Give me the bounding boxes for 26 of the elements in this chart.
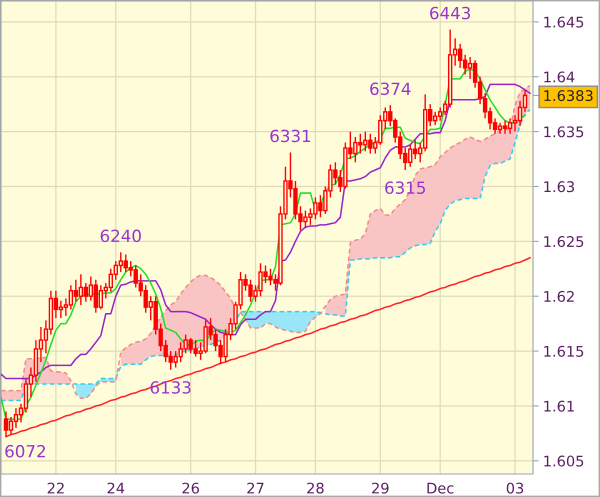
x-tick-label: Dec [427,482,454,494]
y-tick-label: 1.62 [544,290,574,302]
y-tick-label: 1.61 [544,400,574,412]
x-tick-label: 26 [182,482,200,494]
y-tick-label: 1.625 [544,236,584,248]
y-tick-label: 1.605 [544,456,584,467]
x-tick-label: 03 [506,482,524,494]
annotation: 6240 [100,230,141,242]
x-tick-label: 27 [247,482,264,494]
annotation: 6315 [385,181,425,194]
annotation: 6374 [370,82,411,96]
y-tick-label: 1.615 [544,346,584,357]
annotation: 6331 [270,130,310,142]
x-tick-label: 29 [372,482,389,494]
x-tick-label: 24 [108,482,124,494]
line-series [5,257,531,438]
x-tick-label: 28 [307,482,324,494]
y-tick-label: 1.6383 [544,90,593,102]
annotation: 6133 [150,381,191,394]
y-tick-label: 1.64 [544,71,574,82]
y-tick-label: 1.645 [544,16,584,28]
annotation: 6072 [5,444,45,458]
y-tick-label: 1.635 [544,126,584,138]
annotation: 6443 [430,6,470,20]
y-tick-label: 1.63 [544,181,574,192]
x-tick-label: 22 [48,482,64,494]
